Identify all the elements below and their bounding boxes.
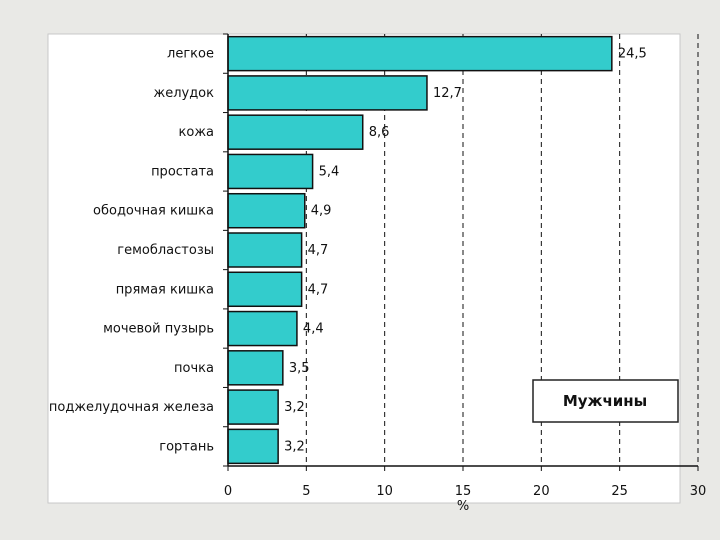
x-tick-label-1: 5 bbox=[302, 484, 310, 499]
value-label-1: 12,7 bbox=[433, 86, 462, 101]
x-axis-title: % bbox=[457, 499, 469, 514]
x-tick-label-6: 30 bbox=[690, 484, 707, 499]
axes: 0 5 10 15 20 25 30% bbox=[223, 33, 707, 514]
category-label-1: желудок bbox=[153, 86, 214, 101]
value-label-10: 3,2 bbox=[284, 439, 305, 454]
bar-5 bbox=[227, 232, 303, 268]
bars bbox=[227, 35, 613, 465]
category-label-9: поджелудочная железа bbox=[49, 400, 214, 415]
category-label-2: кожа bbox=[179, 125, 214, 140]
x-tick-label-5: 25 bbox=[611, 484, 628, 499]
bar-2 bbox=[227, 114, 364, 150]
category-label-7: мочевой пузырь bbox=[103, 322, 214, 337]
category-label-4: ободочная кишка bbox=[93, 204, 214, 219]
category-label-8: почка bbox=[174, 361, 214, 376]
legend-box bbox=[532, 379, 679, 423]
bar-10 bbox=[227, 428, 279, 465]
x-tick-label-2: 10 bbox=[376, 484, 393, 499]
value-label-8: 3,5 bbox=[289, 361, 310, 376]
bar-6 bbox=[227, 271, 303, 308]
chart-panel bbox=[47, 33, 681, 504]
value-label-6: 4,7 bbox=[308, 282, 329, 297]
category-label-6: прямая кишка bbox=[116, 282, 214, 297]
value-label-7: 4,4 bbox=[303, 322, 324, 337]
labels: легкое 24,5 желудок 12,7 кожа 8,6 простата 5,4 о… bbox=[49, 47, 647, 455]
bar-8 bbox=[227, 350, 284, 386]
category-label-5: гемобластозы bbox=[117, 243, 214, 258]
value-label-2: 8,6 bbox=[369, 125, 390, 140]
value-label-5: 4,7 bbox=[308, 243, 329, 258]
legend-text: Мужчины bbox=[563, 392, 647, 410]
value-label-0: 24,5 bbox=[618, 47, 647, 62]
bar-0 bbox=[227, 35, 613, 72]
category-label-10: гортань bbox=[159, 439, 214, 454]
value-label-9: 3,2 bbox=[284, 400, 305, 415]
bar-4 bbox=[227, 192, 306, 229]
value-label-4: 4,9 bbox=[311, 204, 332, 219]
bar-3 bbox=[227, 153, 314, 190]
bar-1 bbox=[227, 75, 428, 111]
x-tick-label-3: 15 bbox=[455, 484, 472, 499]
category-label-0: легкое bbox=[167, 47, 214, 62]
bar-7 bbox=[227, 310, 298, 347]
category-label-3: простата bbox=[151, 164, 214, 179]
value-label-3: 5,4 bbox=[319, 164, 340, 179]
bar-9 bbox=[227, 389, 279, 425]
legend: Мужчины bbox=[532, 379, 679, 423]
x-tick-label-0: 0 bbox=[224, 484, 232, 499]
x-tick-label-4: 20 bbox=[533, 484, 550, 499]
